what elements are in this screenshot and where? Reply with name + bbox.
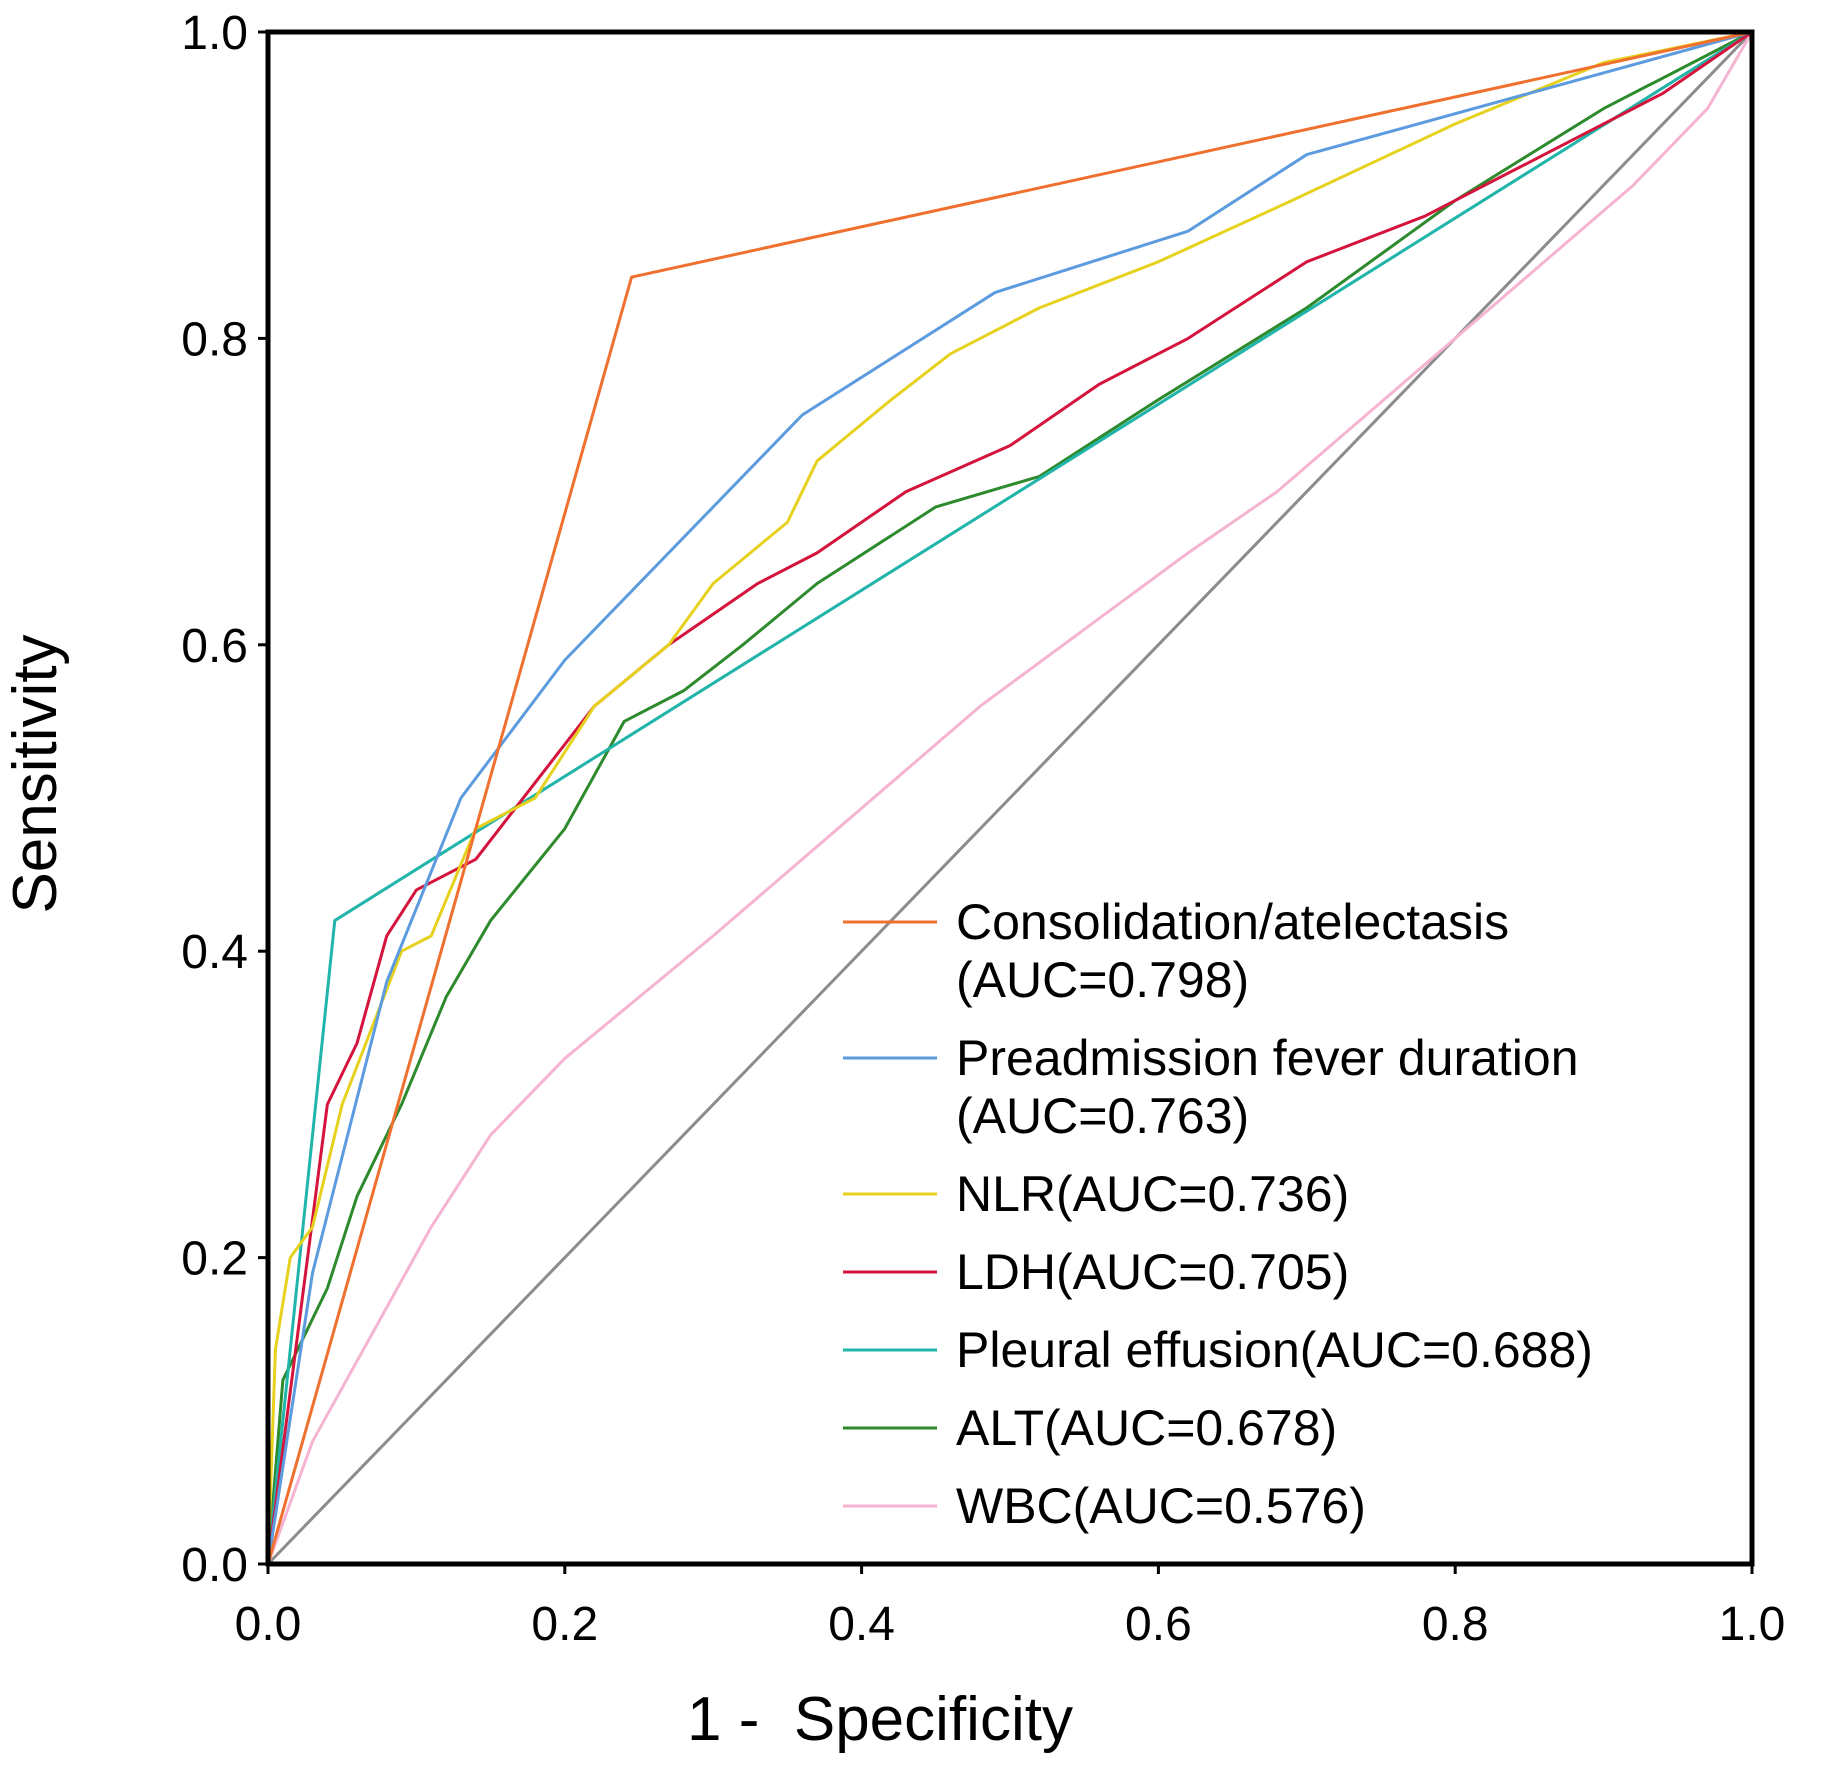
legend-item-preadmission-fever-duration: Preadmission fever duration(AUC=0.763) bbox=[843, 1030, 1579, 1144]
x-axis-label: 1 - Specificity bbox=[687, 1685, 1073, 1754]
y-tick-label: 0.2 bbox=[181, 1233, 248, 1286]
legend-label: Consolidation/atelectasis bbox=[956, 894, 1509, 950]
roc-curve-nlr bbox=[266, 30, 1753, 1565]
x-tick-label: 0.4 bbox=[828, 1598, 895, 1651]
plot-frame bbox=[265, 29, 1755, 1567]
legend-item-consolidation-atelectasis: Consolidation/atelectasis(AUC=0.798) bbox=[843, 894, 1509, 1008]
y-tick-label: 0.4 bbox=[181, 926, 248, 979]
y-tick-label: 0.8 bbox=[181, 313, 248, 366]
legend-item-ldh: LDH(AUC=0.705) bbox=[843, 1244, 1349, 1300]
legend-label: NLR(AUC=0.736) bbox=[956, 1166, 1349, 1222]
legend-item-wbc: WBC(AUC=0.576) bbox=[843, 1478, 1366, 1534]
legend-item-nlr: NLR(AUC=0.736) bbox=[843, 1166, 1349, 1222]
legend-label: (AUC=0.763) bbox=[956, 1088, 1249, 1144]
legend-label: LDH(AUC=0.705) bbox=[956, 1244, 1349, 1300]
x-tick-label: 0.6 bbox=[1125, 1598, 1192, 1651]
roc-curve-ldh bbox=[266, 30, 1753, 1565]
legend-item-alt: ALT(AUC=0.678) bbox=[843, 1400, 1337, 1456]
x-tick-label: 0.0 bbox=[235, 1598, 302, 1651]
y-tick-label: 0.6 bbox=[181, 620, 248, 673]
x-tick-label: 0.8 bbox=[1422, 1598, 1489, 1651]
y-tick-label: 1.0 bbox=[181, 7, 248, 60]
legend: Consolidation/atelectasis(AUC=0.798) Prea… bbox=[843, 894, 1593, 1534]
x-tick-label: 0.2 bbox=[531, 1598, 598, 1651]
legend-label: (AUC=0.798) bbox=[956, 952, 1249, 1008]
y-tick-label: 0.0 bbox=[181, 1539, 248, 1592]
roc-curve-pleural-effusion bbox=[266, 30, 1753, 1565]
y-axis-label: Sensitivity bbox=[1, 634, 70, 913]
series-layer bbox=[266, 30, 1754, 1566]
roc-curve-consolidation-atelectasis bbox=[266, 30, 1753, 1565]
legend-item-pleural-effusion: Pleural effusion(AUC=0.688) bbox=[843, 1322, 1593, 1378]
roc-curve-wbc bbox=[266, 31, 1754, 1565]
legend-label: Pleural effusion(AUC=0.688) bbox=[956, 1322, 1593, 1378]
reference-diagonal-line bbox=[266, 30, 1754, 1566]
tick-layer: 0.0 0.2 0.4 0.6 0.8 1.0 0.0 0.2 0.4 0.6 0.8 1.0 bbox=[181, 7, 1785, 1651]
roc-curve-preadmission-fever-duration bbox=[266, 30, 1753, 1565]
legend-label: ALT(AUC=0.678) bbox=[956, 1400, 1337, 1456]
legend-label: WBC(AUC=0.576) bbox=[956, 1478, 1366, 1534]
roc-curve-alt bbox=[266, 30, 1753, 1565]
x-tick-label: 1.0 bbox=[1719, 1598, 1786, 1651]
legend-label: Preadmission fever duration bbox=[956, 1030, 1579, 1086]
